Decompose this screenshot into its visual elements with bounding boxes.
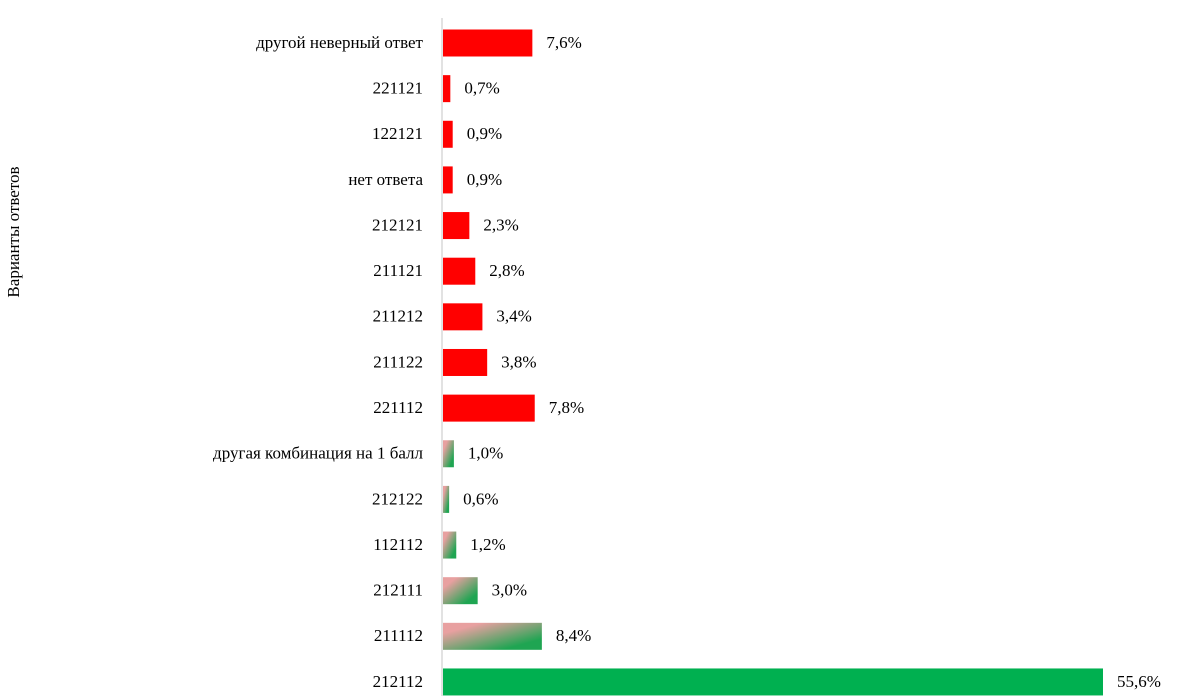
value-label: 0,9% <box>467 170 502 189</box>
value-label: 1,2% <box>470 535 505 554</box>
value-label: 8,4% <box>556 626 591 645</box>
y-tick-label: другая комбинация на 1 балл <box>213 444 423 463</box>
bar <box>443 531 457 559</box>
y-tick-label: 212112 <box>373 672 423 691</box>
y-tick-label: 221121 <box>373 79 423 98</box>
y-tick-label: 211212 <box>373 307 423 326</box>
bar <box>443 485 450 513</box>
bar <box>443 257 476 285</box>
value-label: 1,0% <box>468 444 503 463</box>
y-tick-label: 211112 <box>374 626 423 645</box>
bar <box>443 303 483 331</box>
y-tick-label: 122121 <box>372 124 423 143</box>
axis-title: Варианты ответов <box>4 166 23 297</box>
bar <box>443 348 488 376</box>
bar <box>443 577 478 605</box>
y-tick-label: 211121 <box>373 261 423 280</box>
value-label: 2,3% <box>483 215 518 234</box>
value-label: 3,8% <box>501 352 536 371</box>
bar <box>443 440 454 468</box>
value-label: 0,7% <box>464 79 499 98</box>
value-label: 2,8% <box>489 261 524 280</box>
y-tick-label: 212111 <box>373 581 423 600</box>
bar <box>443 668 1103 696</box>
bar <box>443 120 453 148</box>
y-tick-label: 112112 <box>373 535 423 554</box>
bar <box>443 394 535 422</box>
y-tick-label: 211122 <box>373 352 423 371</box>
y-tick-label: другой неверный ответ <box>256 33 423 52</box>
value-label: 7,6% <box>546 33 581 52</box>
bar <box>443 212 470 240</box>
bar <box>443 166 453 194</box>
value-label: 7,8% <box>549 398 584 417</box>
bar <box>443 622 542 650</box>
y-tick-label: 212121 <box>372 215 423 234</box>
value-label: 0,6% <box>463 489 498 508</box>
bar <box>443 29 533 57</box>
y-tick-label: нет ответа <box>348 170 423 189</box>
value-label: 3,4% <box>496 307 531 326</box>
value-label: 3,0% <box>492 581 527 600</box>
bar <box>443 75 451 103</box>
y-tick-label: 212122 <box>372 489 423 508</box>
value-label: 0,9% <box>467 124 502 143</box>
value-label: 55,6% <box>1117 672 1161 691</box>
y-tick-label: 221112 <box>373 398 423 417</box>
